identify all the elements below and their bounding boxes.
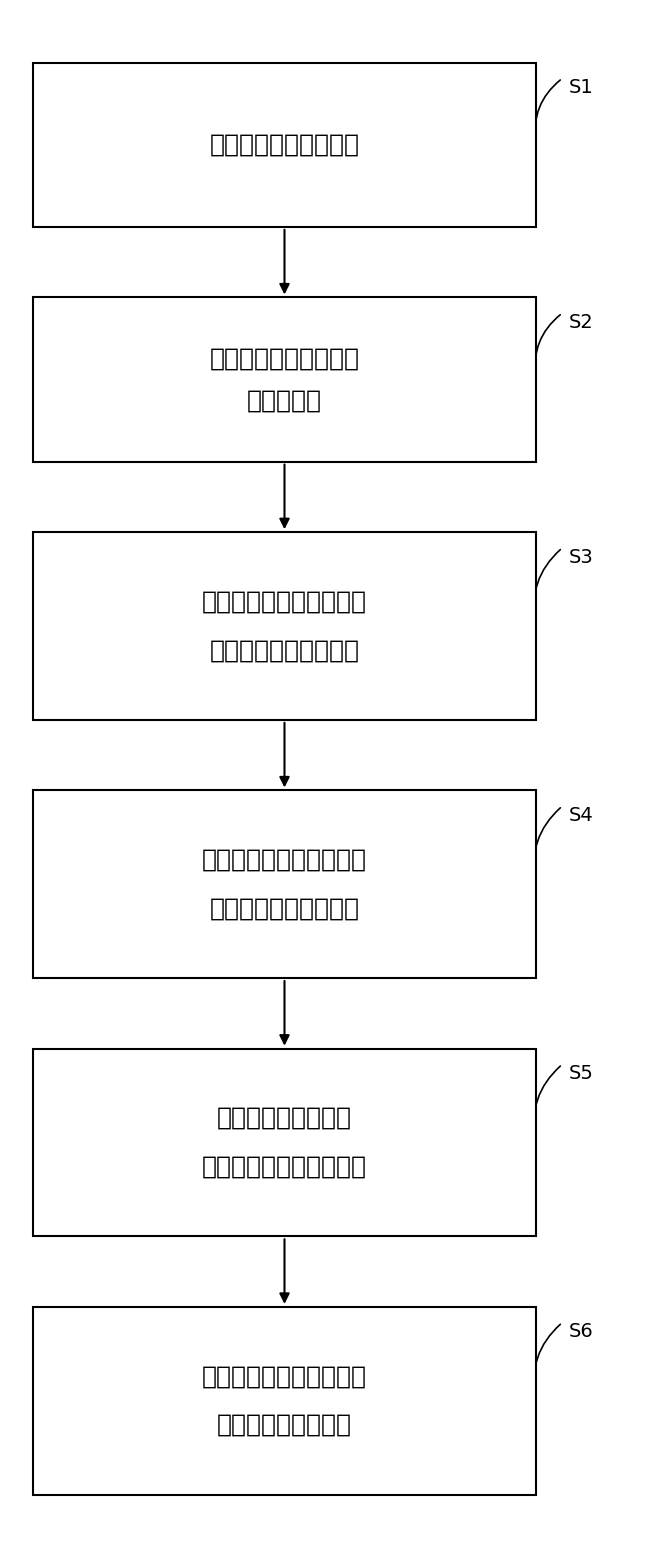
Text: 非晶透明导电氧化物薄膜: 非晶透明导电氧化物薄膜 [202,1155,367,1178]
Text: 获得高能等离子体粒子: 获得高能等离子体粒子 [209,639,360,662]
Text: 按预定功率设置并保持: 按预定功率设置并保持 [209,346,360,371]
Text: S4: S4 [569,806,594,825]
Text: 使溅射原子沉积形成: 使溅射原子沉积形成 [217,1106,352,1130]
FancyBboxPatch shape [33,790,536,978]
Text: 调节磁场强度以及靶电压: 调节磁场强度以及靶电压 [202,590,367,613]
Text: 对非晶透明导电氧化物薄: 对非晶透明导电氧化物薄 [202,1365,367,1388]
Text: 靶材表面获得溅射原子: 靶材表面获得溅射原子 [209,897,360,920]
Text: S3: S3 [569,548,594,567]
FancyBboxPatch shape [33,1049,536,1236]
Text: S2: S2 [569,313,594,332]
Text: 在室温下进行磁控溅射: 在室温下进行磁控溅射 [209,133,360,156]
FancyBboxPatch shape [33,63,536,227]
FancyBboxPatch shape [33,532,536,720]
Text: 靶功率密度: 靶功率密度 [247,388,322,413]
Text: S5: S5 [569,1064,594,1083]
Text: 使高能等离子体粒子轰击: 使高能等离子体粒子轰击 [202,848,367,872]
Text: S6: S6 [569,1322,594,1341]
FancyBboxPatch shape [33,297,536,462]
Text: 膜进行低温退火处理: 膜进行低温退火处理 [217,1413,352,1437]
Text: S1: S1 [569,78,594,97]
FancyBboxPatch shape [33,1307,536,1495]
